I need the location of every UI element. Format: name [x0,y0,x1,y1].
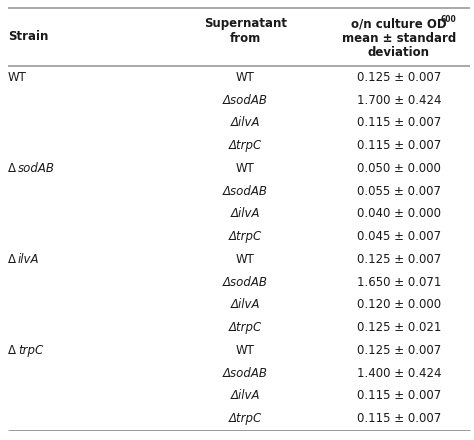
Text: ΔilvA: ΔilvA [231,116,260,129]
Text: ΔtrpC: ΔtrpC [229,230,262,243]
Text: 0.125 ± 0.007: 0.125 ± 0.007 [357,253,441,266]
Text: ΔilvA: ΔilvA [231,389,260,402]
Text: ΔilvA: ΔilvA [231,298,260,312]
Text: Δ: Δ [8,253,16,266]
Text: Δ: Δ [8,162,16,175]
Text: WT: WT [236,71,255,84]
Text: 0.115 ± 0.007: 0.115 ± 0.007 [357,116,441,129]
Text: 0.115 ± 0.007: 0.115 ± 0.007 [357,139,441,152]
Text: ΔtrpC: ΔtrpC [229,321,262,334]
Text: ΔsodAB: ΔsodAB [223,94,268,106]
Text: sodAB: sodAB [18,162,55,175]
Text: 0.115 ± 0.007: 0.115 ± 0.007 [357,412,441,425]
Text: Supernatant: Supernatant [204,18,287,30]
Text: WT: WT [236,253,255,266]
Text: 0.115 ± 0.007: 0.115 ± 0.007 [357,389,441,402]
Text: 0.055 ± 0.007: 0.055 ± 0.007 [357,185,441,198]
Text: o/n culture OD: o/n culture OD [351,18,447,30]
Text: 0.040 ± 0.000: 0.040 ± 0.000 [357,207,441,220]
Text: 1.400 ± 0.424: 1.400 ± 0.424 [357,367,441,380]
Text: Strain: Strain [8,29,48,43]
Text: ΔtrpC: ΔtrpC [229,139,262,152]
Text: ΔilvA: ΔilvA [231,207,260,220]
Text: 1.700 ± 0.424: 1.700 ± 0.424 [357,94,441,106]
Text: 600: 600 [441,15,457,25]
Text: 0.125 ± 0.021: 0.125 ± 0.021 [357,321,441,334]
Text: deviation: deviation [368,45,430,59]
Text: 1.650 ± 0.071: 1.650 ± 0.071 [357,275,441,289]
Text: WT: WT [236,344,255,357]
Text: ΔtrpC: ΔtrpC [229,412,262,425]
Text: 0.125 ± 0.007: 0.125 ± 0.007 [357,71,441,84]
Text: 0.045 ± 0.007: 0.045 ± 0.007 [357,230,441,243]
Text: ΔsodAB: ΔsodAB [223,367,268,380]
Text: mean ± standard: mean ± standard [342,32,456,44]
Text: trpC: trpC [18,344,43,357]
Text: WT: WT [236,162,255,175]
Text: 0.125 ± 0.007: 0.125 ± 0.007 [357,344,441,357]
Text: ΔsodAB: ΔsodAB [223,275,268,289]
Text: ilvA: ilvA [18,253,39,266]
Text: WT: WT [8,71,27,84]
Text: 0.050 ± 0.000: 0.050 ± 0.000 [357,162,441,175]
Text: 0.120 ± 0.000: 0.120 ± 0.000 [357,298,441,312]
Text: ΔsodAB: ΔsodAB [223,185,268,198]
Text: from: from [230,32,261,44]
Text: Δ: Δ [8,344,16,357]
